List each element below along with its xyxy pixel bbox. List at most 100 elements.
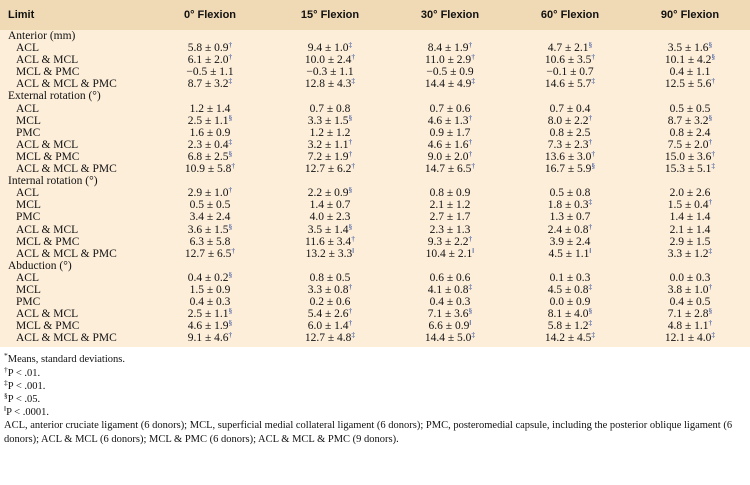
cell: 0.7 ± 0.8	[309, 102, 351, 115]
cell: 1.2 ± 1.4	[189, 102, 231, 115]
row-label: MCL & PMC	[16, 66, 80, 79]
data-row: ACL 2.9 ± 1.0† 2.2 ± 0.9§ 0.8 ± 0.9 0.5 ± 0.…	[0, 185, 750, 200]
cell-value: 3.2 ± 1.1	[307, 138, 349, 151]
cell: 0.8 ± 2.5	[549, 126, 591, 139]
data-row: MCL 1.5 ± 0.9 3.3 ± 0.8† 4.1 ± 0.8‡ 4.5 ± 0.…	[0, 281, 750, 296]
cell: 5.8 ± 1.2‡	[510, 319, 630, 333]
cell: 1.5 ± 0.4†	[630, 198, 750, 211]
significance-mark: §	[228, 318, 233, 328]
row-label: ACL	[16, 271, 39, 284]
cell-value: 4.6 ± 1.6	[427, 138, 469, 151]
significance-mark: †	[588, 221, 593, 231]
cell: 12.7 ± 4.8‡	[270, 331, 390, 347]
significance-mark: ‡	[351, 76, 356, 86]
cell: 2.1 ± 1.4	[669, 223, 711, 236]
column-header: 0° Flexion	[183, 9, 237, 21]
cell-value: 10.0 ± 2.4	[304, 54, 352, 67]
significance-mark: †	[348, 318, 353, 328]
cell-value: 10.4 ± 2.1	[425, 247, 473, 260]
cell: 5.4 ± 2.6†	[270, 307, 390, 320]
significance-mark: ‡	[711, 330, 716, 340]
significance-mark: †	[591, 52, 596, 62]
row-label: ACL & MCL & PMC	[16, 247, 117, 260]
significance-mark: ‡	[468, 281, 473, 291]
cell: 9.0 ± 2.0†	[390, 148, 510, 163]
cell-value: 9.3 ± 2.2	[427, 235, 469, 248]
cell: 1.4 ± 1.4	[669, 211, 711, 224]
data-row: ACL & MCL & PMC 10.9 ± 5.8† 12.7 ± 6.2† 14.…	[0, 161, 750, 175]
cell-value: 12.8 ± 4.3	[304, 78, 352, 91]
cell-value: 3.8 ± 1.0	[667, 283, 709, 296]
row-label: MCL	[16, 114, 41, 127]
cell-value: 2.9 ± 1.0	[187, 187, 229, 200]
cell-value: 2.2 ± 0.9	[307, 187, 349, 200]
cell-value: 14.4 ± 5.0	[424, 332, 472, 345]
cell: 3.3 ± 1.5§	[270, 113, 390, 127]
cell-value: 3.5 ± 1.4	[307, 223, 349, 236]
data-row: MCL 0.5 ± 0.5 1.4 ± 0.7 2.1 ± 1.2 1.8 ± 0.3‡…	[0, 198, 750, 212]
cell-value: 7.1 ± 2.8	[667, 308, 709, 321]
row-label: ACL & MCL & PMC	[16, 78, 117, 91]
significance-mark: †	[471, 52, 475, 62]
cell: 0.4 ± 0.3	[189, 296, 231, 309]
cell: 0.4 ± 0.3	[429, 296, 471, 309]
cell: 10.6 ± 3.5†	[510, 52, 630, 66]
significance-mark: ‡	[591, 330, 596, 340]
significance-mark: †	[468, 148, 473, 158]
cell-value: 9.1 ± 4.6	[187, 332, 229, 345]
cell: 0.8 ± 0.9	[429, 187, 471, 200]
cell: 15.0 ± 3.6†	[630, 150, 750, 163]
footnotes: *Means, standard deviations. †P < .01. ‡P …	[0, 347, 750, 445]
footnote-mark: ‡	[4, 377, 8, 387]
cell: 0.8 ± 2.4	[669, 126, 711, 139]
cell-value: 4.5 ± 1.1	[548, 247, 590, 260]
cell: 7.1 ± 3.6§	[390, 307, 510, 320]
cell: 0.8 ± 0.5	[309, 271, 351, 284]
cell: 2.0 ± 2.6	[669, 187, 711, 200]
data-row: ACL & MCL 3.6 ± 1.5§ 3.5 ± 1.4§ 2.3 ± 1.3 2.…	[0, 221, 750, 236]
cell-value: 5.8 ± 1.2	[547, 320, 589, 333]
cell: 3.5 ± 1.4§	[270, 222, 390, 236]
significance-mark: †	[228, 52, 233, 62]
significance-mark: †	[711, 76, 716, 86]
cell-value: 2.5 ± 1.1	[187, 308, 229, 321]
significance-mark: ‖	[352, 245, 355, 255]
data-row: ACL & MCL & PMC 8.7 ± 3.2‡ 12.8 ± 4.3‡ 14.4…	[0, 76, 750, 91]
cell-value: 4.8 ± 1.1	[667, 320, 709, 333]
significance-mark: †	[471, 161, 476, 171]
cell-value: 7.3 ± 2.3	[547, 138, 589, 151]
significance-mark: ‡	[471, 76, 476, 86]
cell: 4.7 ± 2.1§	[510, 41, 630, 54]
significance-mark: ‡	[708, 245, 713, 255]
significance-mark: †	[351, 233, 355, 243]
cell-value: 9.0 ± 2.0	[427, 150, 469, 163]
significance-mark: †	[351, 52, 356, 62]
cell: 11.6 ± 3.4†	[270, 233, 390, 248]
cell: 0.6 ± 0.6	[429, 271, 471, 284]
column-header: 30° Flexion	[420, 9, 480, 21]
cell-value: 12.7 ± 4.8	[304, 332, 352, 345]
cell-value: 4.5 ± 0.8	[547, 283, 589, 296]
significance-mark: §	[228, 148, 233, 158]
cell: 1.5 ± 0.9	[189, 283, 231, 296]
cell: 0.7 ± 0.6	[429, 102, 471, 115]
cell-value: 9.4 ± 1.0	[307, 42, 349, 55]
cell: 13.6 ± 3.0†	[510, 150, 630, 163]
row-label: ACL & MCL	[16, 308, 79, 321]
section-row: Abduction (°)	[0, 260, 750, 272]
cell-value: 3.5 ± 1.6	[667, 42, 709, 55]
cell: 8.0 ± 2.2†	[510, 113, 630, 127]
cell: 2.1 ± 1.2	[429, 199, 471, 212]
footnote: §P < .05.	[4, 392, 746, 406]
significance-mark: §	[348, 185, 353, 195]
cell: 3.2 ± 1.1†	[270, 138, 390, 151]
cell: 7.5 ± 2.0†	[630, 138, 750, 151]
data-row: ACL & MCL 2.3 ± 0.4‡ 3.2 ± 1.1† 4.6 ± 1.6† 7…	[0, 138, 750, 151]
cell-value: 6.0 ± 1.4	[307, 320, 349, 333]
cell: 13.2 ± 3.3‖	[270, 245, 390, 260]
significance-mark: §	[228, 112, 233, 122]
cell: 12.1 ± 4.0‡	[630, 330, 750, 347]
footnote: †P < .01.	[4, 365, 746, 380]
significance-mark: †	[708, 281, 713, 291]
